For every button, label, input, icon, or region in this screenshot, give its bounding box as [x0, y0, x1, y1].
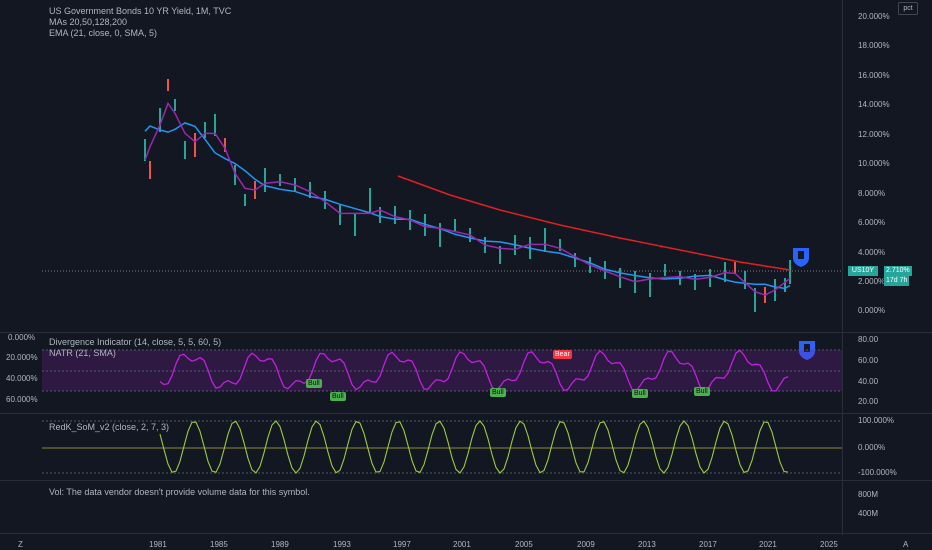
x-tick: 2017: [699, 540, 717, 549]
right-tick: 40.00: [858, 377, 879, 386]
x-tick: 2009: [577, 540, 595, 549]
x-tick: 1981: [149, 540, 167, 549]
ma-200-line: [397, 175, 791, 271]
x-tick: 1997: [393, 540, 411, 549]
bull-badge: Bull: [632, 389, 648, 398]
chart-title: US Government Bonds 10 YR Yield, 1M, TVC: [49, 6, 232, 16]
bull-badge: Bull: [490, 388, 506, 397]
x-tick: 2025: [820, 540, 838, 549]
pane-divider: [0, 533, 932, 534]
divergence-right-scale[interactable]: 80.00 60.00 40.00 20.00: [858, 333, 932, 413]
x-tick: 2021: [759, 540, 777, 549]
som-legend[interactable]: RedK_SoM_v2 (close, 2, 7, 3): [49, 422, 170, 432]
x-tick: 1985: [210, 540, 228, 549]
y-tick: 4.000%: [858, 248, 886, 257]
y-tick: 20.000%: [858, 12, 890, 21]
y-tick: 14.000%: [858, 100, 890, 109]
left-tick: 40.000%: [6, 374, 38, 383]
x-tick: 1989: [271, 540, 289, 549]
y-tick: 18.000%: [858, 41, 890, 50]
y-tick: 10.000%: [858, 159, 890, 168]
bull-badge: Bull: [694, 387, 710, 396]
price-scale-border: [842, 0, 843, 535]
y-tick: 8.000%: [858, 189, 886, 198]
bull-badge: Bull: [306, 379, 322, 388]
right-tick: 800M: [858, 490, 879, 499]
ema-legend[interactable]: EMA (21, close, 0, SMA, 5): [49, 28, 158, 38]
som-chart[interactable]: [0, 414, 842, 480]
volume-message: Vol: The data vendor doesn't provide vol…: [49, 487, 310, 497]
y-tick: 0.000%: [858, 306, 886, 315]
main-price-scale[interactable]: 20.000% 18.000% 16.000% 14.000% 12.000% …: [858, 0, 932, 332]
ma-legend[interactable]: MAs 20,50,128,200: [49, 17, 128, 27]
som-right-scale[interactable]: 100.000% 0.000% -100.000%: [858, 414, 932, 480]
bear-badge: Bear: [553, 350, 572, 359]
y-tick: 2.000%: [858, 277, 886, 286]
left-tick: 60.000%: [6, 395, 38, 404]
z-button[interactable]: Z: [18, 540, 23, 549]
x-tick: 2013: [638, 540, 656, 549]
pane-divider[interactable]: [0, 332, 932, 333]
shield-icon[interactable]: [791, 246, 811, 268]
left-tick: 20.000%: [6, 353, 38, 362]
volume-right-scale[interactable]: 800M 400M: [858, 481, 932, 535]
auto-scale-button[interactable]: A: [903, 540, 909, 549]
pane-divider[interactable]: [0, 480, 932, 481]
y-tick: 16.000%: [858, 71, 890, 80]
x-tick: 2001: [453, 540, 471, 549]
divergence-left-scale: 0.000% 20.000% 40.000% 60.000%: [0, 333, 42, 413]
right-tick: 400M: [858, 509, 879, 518]
divergence-chart[interactable]: [0, 333, 842, 413]
price-value-label: 2.710%: [884, 266, 912, 276]
right-tick: 0.000%: [858, 443, 886, 452]
pane-divider[interactable]: [0, 413, 932, 414]
right-tick: 20.00: [858, 397, 879, 406]
right-tick: -100.000%: [858, 468, 897, 477]
ma-50-line: [144, 122, 791, 290]
bull-badge: Bull: [330, 392, 346, 401]
x-tick: 2005: [515, 540, 533, 549]
y-tick: 6.000%: [858, 218, 886, 227]
time-axis[interactable]: Z 1981 1985 1989 1993 1997 2001 2005 200…: [0, 534, 932, 550]
right-tick: 60.00: [858, 356, 879, 365]
right-tick: 80.00: [858, 335, 879, 344]
natr-legend[interactable]: NATR (21, SMA): [49, 348, 116, 358]
y-tick: 12.000%: [858, 130, 890, 139]
left-tick: 0.000%: [8, 333, 36, 342]
symbol-label: US10Y: [848, 266, 878, 276]
main-price-chart[interactable]: [0, 0, 842, 332]
oscillator-line: [159, 349, 789, 393]
divergence-legend[interactable]: Divergence Indicator (14, close, 5, 5, 6…: [49, 337, 222, 347]
ma-20-line: [144, 101, 791, 296]
countdown-label: 17d 7h: [884, 276, 910, 286]
x-tick: 1993: [333, 540, 351, 549]
som-oscillator-line: [159, 420, 789, 474]
right-tick: 100.000%: [858, 416, 895, 425]
pct-scale-button[interactable]: pct: [898, 2, 918, 15]
